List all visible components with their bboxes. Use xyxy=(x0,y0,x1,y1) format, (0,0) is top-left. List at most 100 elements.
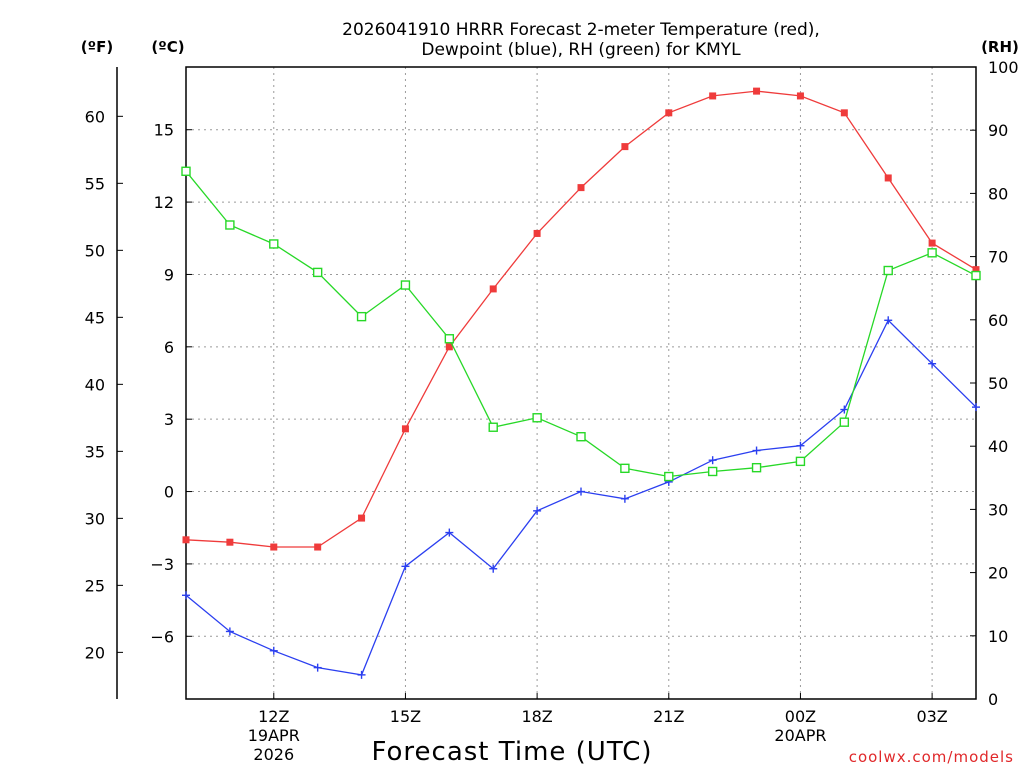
rh-tick-label: 60 xyxy=(988,311,1008,330)
temperature-point xyxy=(401,425,409,433)
temperature-point xyxy=(796,92,804,100)
rh-tick-label: 30 xyxy=(988,500,1008,519)
x-tick-label: 15Z xyxy=(390,707,421,726)
dewpoint-point xyxy=(269,646,278,655)
rh-tick-label: 90 xyxy=(988,121,1008,140)
temperature-point xyxy=(884,174,892,182)
dewpoint-point xyxy=(928,359,937,368)
celsius-tick-label: 3 xyxy=(164,410,174,429)
temperature-point xyxy=(182,536,190,544)
rh-tick-label: 40 xyxy=(988,437,1008,456)
fahrenheit-tick-label: 45 xyxy=(85,308,105,327)
x-tick-label: 21Z xyxy=(653,707,684,726)
celsius-tick-label: 12 xyxy=(154,193,174,212)
series-rh xyxy=(181,166,981,482)
temperature-point xyxy=(270,543,278,551)
rh-point xyxy=(269,239,279,249)
rh-tick-label: 70 xyxy=(988,248,1008,267)
rh-point xyxy=(532,413,542,423)
x-tick-label: 19APR xyxy=(248,726,300,745)
rh-point xyxy=(664,471,674,482)
rh-point xyxy=(312,267,323,278)
fahrenheit-tick-label: 20 xyxy=(85,643,105,662)
rh-unit-label: (RH) xyxy=(981,38,1019,56)
axes: 15129630−3−66055504540353025201009080706… xyxy=(85,58,1019,764)
celsius-unit-label: (ºC) xyxy=(151,38,184,56)
dewpoint-point xyxy=(708,456,717,465)
temperature-point xyxy=(577,184,585,192)
dewpoint-point xyxy=(182,591,190,600)
celsius-tick-label: 6 xyxy=(164,338,174,357)
temperature-point xyxy=(665,109,673,117)
temperature-point xyxy=(753,87,761,95)
rh-point xyxy=(620,463,630,474)
x-tick-label: 03Z xyxy=(916,707,947,726)
celsius-tick-label: −3 xyxy=(150,555,174,574)
rh-point xyxy=(751,462,762,473)
temperature-point xyxy=(489,285,497,293)
celsius-tick-label: −6 xyxy=(150,627,174,646)
rh-tick-label: 100 xyxy=(988,58,1019,77)
data-series xyxy=(181,87,981,679)
credit-text: coolwx.com/models xyxy=(849,748,1014,766)
dewpoint-point xyxy=(840,405,849,414)
rh-point xyxy=(883,265,893,276)
rh-tick-label: 0 xyxy=(988,690,998,709)
x-axis-title: Forecast Time (UTC) xyxy=(371,737,652,767)
fahrenheit-tick-label: 40 xyxy=(85,375,105,394)
celsius-tick-label: 9 xyxy=(164,265,174,284)
temperature-point xyxy=(972,266,980,274)
dewpoint-point xyxy=(533,506,542,515)
temperature-point xyxy=(709,92,717,100)
temperature-point xyxy=(358,514,366,522)
temperature-point xyxy=(314,543,322,551)
temperature-point xyxy=(226,538,234,546)
dewpoint-point xyxy=(401,562,410,571)
fahrenheit-tick-label: 60 xyxy=(85,107,105,126)
rh-point xyxy=(356,311,367,322)
temperature-point xyxy=(621,143,629,151)
rh-point xyxy=(971,270,981,281)
temperature-point xyxy=(445,343,453,351)
fahrenheit-tick-label: 50 xyxy=(85,241,105,260)
fahrenheit-tick-label: 55 xyxy=(85,174,105,193)
rh-tick-label: 10 xyxy=(988,627,1008,646)
rh-point xyxy=(488,422,498,432)
x-tick-label: 00Z xyxy=(785,707,816,726)
dewpoint-point xyxy=(489,564,498,573)
dewpoint-point xyxy=(313,663,322,672)
fahrenheit-tick-label: 35 xyxy=(85,442,105,461)
rh-tick-label: 50 xyxy=(988,374,1008,393)
rh-point xyxy=(400,280,411,290)
temperature-point xyxy=(928,239,936,247)
chart-title-line2: Dewpoint (blue), RH (green) for KMYL xyxy=(421,40,741,60)
temperature-point xyxy=(840,109,848,117)
rh-tick-label: 20 xyxy=(988,564,1008,583)
celsius-tick-label: 15 xyxy=(154,121,174,140)
dewpoint-point xyxy=(884,316,893,325)
chart-title-line1: 2026041910 HRRR Forecast 2-meter Tempera… xyxy=(342,20,820,40)
rh-point xyxy=(444,334,455,344)
fahrenheit-tick-label: 25 xyxy=(85,576,105,595)
rh-tick-label: 80 xyxy=(988,184,1008,203)
dewpoint-point xyxy=(752,446,761,455)
series-dewpoint xyxy=(182,316,980,679)
fahrenheit-tick-label: 30 xyxy=(85,509,105,528)
rh-point xyxy=(707,466,718,477)
temperature-line xyxy=(185,90,977,548)
x-tick-label: 20APR xyxy=(774,726,826,745)
temperature-point xyxy=(533,229,541,237)
dewpoint-point xyxy=(225,627,234,636)
fahrenheit-unit-label: (ºF) xyxy=(81,38,113,56)
rh-point xyxy=(225,220,235,230)
series-temperature xyxy=(182,87,980,551)
rh-point xyxy=(927,248,937,258)
rh-point xyxy=(576,432,586,442)
dewpoint-point xyxy=(620,494,629,503)
dewpoint-line xyxy=(185,319,977,676)
x-tick-label: 12Z xyxy=(258,707,289,726)
dewpoint-point xyxy=(357,670,366,679)
celsius-tick-label: 0 xyxy=(164,483,174,502)
dewpoint-point xyxy=(577,487,585,496)
x-tick-label: 2026 xyxy=(253,745,294,764)
